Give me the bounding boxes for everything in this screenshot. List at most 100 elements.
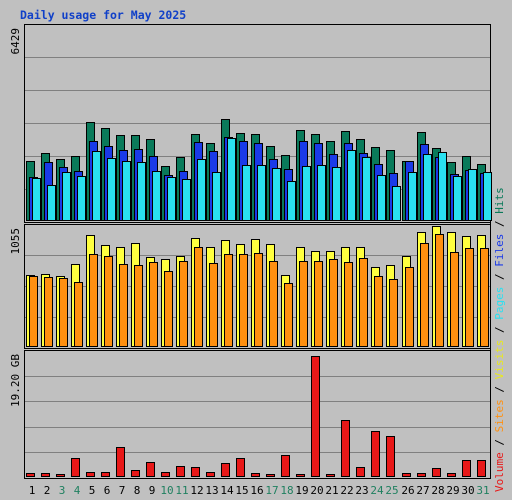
bar-sites-day-15 — [239, 254, 248, 347]
bar-pages-day-30 — [468, 169, 477, 221]
bar-pages-day-1 — [32, 178, 41, 221]
bar-sites-day-23 — [359, 258, 368, 347]
legend-separator: / — [493, 379, 506, 399]
day-label: 11 — [175, 484, 188, 497]
legend-item-files: Files — [493, 234, 506, 267]
day-label: 18 — [280, 484, 293, 497]
bar-sites-day-18 — [284, 283, 293, 347]
day-label: 8 — [134, 484, 141, 497]
bar-volume-day-20 — [311, 356, 320, 477]
bar-volume-day-15 — [236, 458, 245, 477]
bar-volume-day-3 — [56, 474, 65, 477]
bar-pages-day-21 — [332, 167, 341, 221]
day-label: 22 — [340, 484, 353, 497]
bar-volume-day-27 — [417, 473, 426, 477]
day-label: 1 — [29, 484, 36, 497]
day-label: 26 — [401, 484, 414, 497]
bar-sites-day-12 — [194, 247, 203, 347]
day-label: 2 — [44, 484, 51, 497]
day-label: 16 — [250, 484, 263, 497]
bar-sites-day-7 — [119, 264, 128, 347]
bar-pages-day-23 — [362, 157, 371, 221]
legend: Volume / Sites / Visits / Pages / Files … — [493, 187, 506, 492]
bar-sites-day-13 — [209, 263, 218, 347]
bar-volume-day-1 — [26, 473, 35, 477]
bar-sites-day-4 — [74, 282, 83, 347]
bar-volume-day-31 — [477, 460, 486, 477]
bar-volume-day-13 — [206, 472, 215, 477]
bar-volume-day-26 — [402, 473, 411, 477]
day-label: 12 — [190, 484, 203, 497]
bar-sites-day-6 — [104, 256, 113, 347]
axis-max-label: 1055 — [9, 228, 22, 255]
bar-sites-day-19 — [299, 261, 308, 347]
bar-sites-day-22 — [344, 262, 353, 347]
bar-sites-day-28 — [435, 234, 444, 347]
bar-volume-day-10 — [161, 472, 170, 477]
bar-pages-day-13 — [212, 172, 221, 221]
bar-volume-day-2 — [41, 473, 50, 477]
bar-pages-day-25 — [392, 186, 401, 221]
bar-volume-day-29 — [447, 473, 456, 477]
bar-volume-day-16 — [251, 473, 260, 477]
day-label: 19 — [295, 484, 308, 497]
legend-item-sites: Sites — [493, 399, 506, 432]
panel-visits-sites: 1055 — [9, 224, 491, 349]
legend-item-hits: Hits — [493, 187, 506, 214]
day-label: 29 — [446, 484, 459, 497]
legend-item-pages: Pages — [493, 287, 506, 320]
bar-volume-day-30 — [462, 460, 471, 477]
day-label: 23 — [355, 484, 368, 497]
bar-pages-day-9 — [152, 171, 161, 221]
bar-sites-day-26 — [405, 267, 414, 347]
bar-volume-day-22 — [341, 420, 350, 477]
bar-pages-day-29 — [453, 176, 462, 221]
bar-pages-day-3 — [62, 172, 71, 221]
bar-volume-day-11 — [176, 466, 185, 477]
bar-volume-day-12 — [191, 467, 200, 477]
bar-volume-day-18 — [281, 455, 290, 477]
bar-pages-day-2 — [47, 185, 56, 221]
bar-volume-day-4 — [71, 458, 80, 477]
bar-volume-day-8 — [131, 470, 140, 477]
day-label: 20 — [310, 484, 323, 497]
day-label: 13 — [205, 484, 218, 497]
panel-hits-files-pages: 6429 — [9, 24, 492, 223]
bar-sites-day-5 — [89, 254, 98, 347]
bar-pages-day-4 — [77, 176, 86, 221]
bar-sites-day-20 — [314, 261, 323, 347]
bar-pages-day-22 — [347, 150, 356, 221]
bar-pages-day-20 — [317, 165, 326, 221]
bar-sites-day-17 — [269, 261, 278, 347]
day-label: 3 — [59, 484, 66, 497]
bar-volume-day-17 — [266, 474, 275, 477]
bar-sites-day-30 — [465, 248, 474, 347]
bar-pages-day-31 — [483, 172, 492, 221]
chart-title: Daily usage for May 2025 — [20, 8, 187, 22]
axis-max-label: 6429 — [9, 28, 22, 55]
bar-pages-day-26 — [408, 172, 417, 221]
legend-item-visits: Visits — [493, 340, 506, 380]
day-label: 5 — [89, 484, 96, 497]
bar-pages-day-15 — [242, 165, 251, 221]
bar-sites-day-25 — [389, 279, 398, 347]
day-label: 6 — [104, 484, 111, 497]
bar-pages-day-16 — [257, 165, 266, 221]
day-label: 25 — [385, 484, 398, 497]
bar-pages-day-10 — [167, 177, 176, 221]
bar-sites-day-3 — [59, 278, 68, 347]
bar-pages-day-5 — [92, 151, 101, 221]
bar-pages-day-17 — [272, 168, 281, 221]
day-label: 7 — [119, 484, 126, 497]
legend-item-volume: Volume — [493, 452, 506, 492]
day-label: 14 — [220, 484, 234, 497]
bar-sites-day-8 — [134, 265, 143, 347]
bar-volume-day-28 — [432, 468, 441, 477]
day-label: 15 — [235, 484, 248, 497]
day-label: 31 — [476, 484, 489, 497]
bar-pages-day-27 — [423, 154, 432, 221]
bar-sites-day-31 — [480, 248, 489, 347]
bar-volume-day-24 — [371, 431, 380, 477]
bar-pages-day-24 — [377, 175, 386, 221]
